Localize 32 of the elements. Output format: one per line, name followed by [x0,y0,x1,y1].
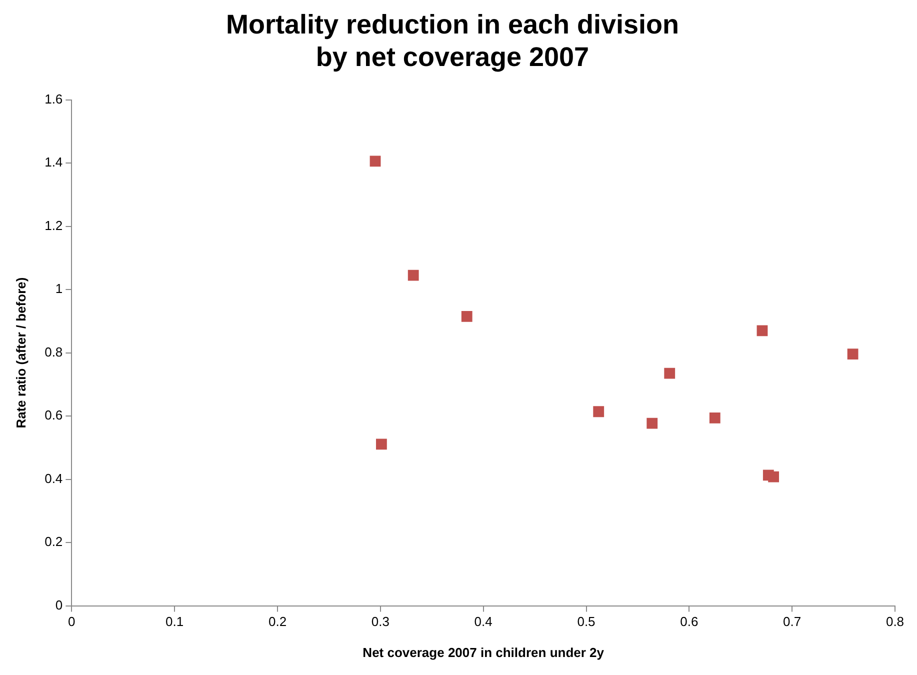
point [756,325,768,336]
x-tick-label: 0.8 [886,614,904,630]
chart-title: Mortality reduction in each division by net coverage 2007 [226,10,680,72]
point [593,406,604,418]
x-axis-title: Net coverage 2007 in children under 2y [362,644,605,660]
y-tick-label: 1.4 [44,154,63,170]
point [768,471,780,482]
x-tick-label: 0.7 [783,614,802,630]
y-tick-label: 1 [55,281,63,296]
x-tick-label: 0.5 [577,614,596,630]
point [646,418,658,429]
point [461,310,472,322]
point [408,270,419,281]
y-axis-title: Rate ratio (after / before) [13,277,28,428]
point [847,348,858,360]
y-tick-label: 0.6 [44,408,63,423]
y-tick-label: 1.6 [44,91,63,106]
y-tick-label: 0.4 [44,470,63,486]
y-tick-label: 1.2 [44,218,63,233]
x-tick-label: 0.2 [268,614,287,630]
x-tick-label: 0.3 [371,614,390,630]
point [709,412,720,424]
y-tick-label: 0 [55,597,63,612]
x-tick-label: 0.4 [474,614,492,630]
point [370,156,381,167]
x-tick-label: 0.1 [166,614,184,630]
point [376,438,387,450]
x-tick-label: 0.6 [680,614,698,630]
x-tick-label: 0 [68,614,76,630]
y-tick-label: 0.8 [44,344,63,360]
point [664,368,676,379]
y-tick-label: 0.2 [44,534,63,550]
